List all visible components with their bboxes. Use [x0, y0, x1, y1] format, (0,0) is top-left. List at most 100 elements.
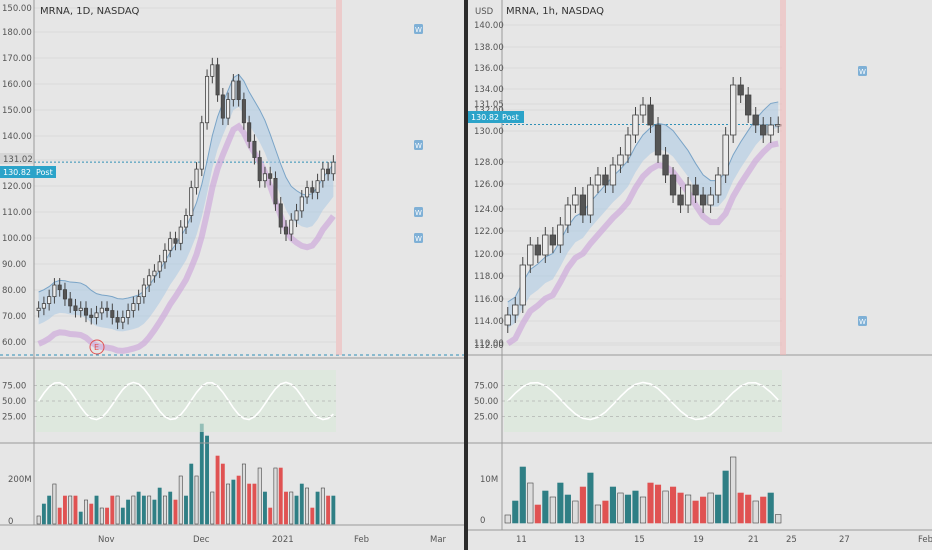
candle[interactable] [241, 99, 246, 124]
candle[interactable] [52, 284, 57, 298]
candle[interactable] [68, 298, 73, 307]
candle[interactable] [320, 168, 325, 182]
candle[interactable] [654, 124, 662, 156]
candle[interactable] [210, 64, 215, 77]
candle[interactable] [141, 284, 146, 298]
left-event-marker[interactable]: E [89, 339, 105, 355]
candle[interactable] [745, 94, 752, 116]
candle[interactable] [294, 210, 299, 221]
candle[interactable] [315, 180, 320, 193]
candle[interactable] [168, 238, 173, 251]
candle[interactable] [557, 224, 564, 246]
candle[interactable] [136, 296, 141, 304]
candle[interactable] [504, 314, 511, 326]
candle[interactable] [617, 154, 624, 166]
right-post-tag[interactable]: 130.82 Post [468, 111, 524, 123]
candle[interactable] [110, 310, 115, 318]
w-badge[interactable]: W [414, 24, 423, 34]
candle[interactable] [257, 157, 262, 182]
candle[interactable] [247, 122, 252, 142]
panel-divider[interactable] [464, 0, 468, 550]
w-badge[interactable]: W [414, 233, 423, 243]
w-badge[interactable]: W [858, 316, 867, 326]
candle[interactable] [730, 84, 737, 136]
left-badges[interactable]: W W W W [414, 24, 423, 243]
candle[interactable] [41, 303, 46, 309]
candle[interactable] [594, 174, 602, 186]
candle[interactable] [94, 312, 99, 318]
candle[interactable] [268, 173, 273, 179]
candle[interactable] [205, 75, 210, 124]
w-badge[interactable]: W [414, 140, 423, 150]
candle[interactable] [752, 114, 759, 126]
candle[interactable] [707, 194, 714, 206]
candle[interactable] [692, 184, 699, 196]
candle[interactable] [602, 174, 609, 186]
right-badges[interactable]: WW [858, 66, 867, 326]
candle[interactable] [231, 80, 236, 100]
candle[interactable] [326, 168, 331, 175]
candle[interactable] [157, 261, 162, 272]
left-post-tag[interactable]: 130.82 Post [0, 166, 56, 178]
candle[interactable] [639, 104, 647, 116]
candle[interactable] [252, 140, 257, 158]
candle[interactable] [299, 196, 304, 212]
candle[interactable] [278, 203, 283, 228]
candle[interactable] [57, 284, 62, 291]
candle[interactable] [126, 310, 131, 318]
candle[interactable] [89, 314, 94, 318]
right-candles[interactable] [504, 77, 782, 333]
w-badge[interactable]: W [414, 207, 423, 217]
candle[interactable] [36, 307, 41, 311]
candle[interactable] [183, 215, 189, 228]
candle[interactable] [273, 177, 278, 205]
candle[interactable] [47, 296, 52, 304]
candle[interactable] [519, 264, 526, 306]
candle[interactable] [564, 204, 572, 226]
candle[interactable] [572, 194, 579, 206]
candle[interactable] [289, 219, 294, 235]
candle[interactable] [283, 226, 289, 235]
candle[interactable] [105, 307, 110, 311]
candle[interactable] [542, 234, 549, 256]
candle[interactable] [722, 134, 729, 176]
candle[interactable] [262, 173, 267, 182]
candle[interactable] [662, 154, 669, 176]
candle[interactable] [579, 194, 587, 216]
candle[interactable] [189, 187, 194, 216]
candle[interactable] [178, 226, 183, 244]
candle[interactable] [699, 194, 707, 206]
candle[interactable] [120, 317, 125, 323]
candle[interactable] [236, 80, 241, 100]
candle[interactable] [131, 303, 136, 311]
candle[interactable] [714, 174, 722, 196]
candle[interactable] [152, 270, 157, 277]
candle[interactable] [226, 99, 231, 119]
candle[interactable] [215, 64, 220, 96]
candle[interactable] [669, 174, 677, 196]
candle[interactable] [684, 184, 692, 206]
w-badge[interactable]: W [858, 66, 867, 76]
candle[interactable] [147, 275, 152, 286]
candle[interactable] [162, 249, 167, 263]
candle[interactable] [194, 168, 199, 189]
candle[interactable] [78, 307, 83, 311]
candle[interactable] [632, 114, 639, 136]
candle[interactable] [624, 134, 632, 156]
candle[interactable] [534, 244, 541, 256]
candle[interactable] [62, 289, 67, 300]
candle[interactable] [305, 187, 310, 198]
left-candles[interactable] [36, 57, 336, 330]
candle[interactable] [760, 124, 767, 136]
candle[interactable] [609, 164, 617, 186]
candle[interactable] [737, 84, 744, 96]
candle[interactable] [83, 307, 89, 316]
candle[interactable] [331, 161, 336, 175]
candle[interactable] [647, 104, 654, 126]
candle[interactable] [73, 305, 78, 311]
candle[interactable] [220, 94, 225, 119]
candle[interactable] [115, 317, 120, 323]
candle[interactable] [99, 307, 104, 314]
candle[interactable] [549, 234, 556, 246]
candle[interactable] [310, 187, 315, 193]
